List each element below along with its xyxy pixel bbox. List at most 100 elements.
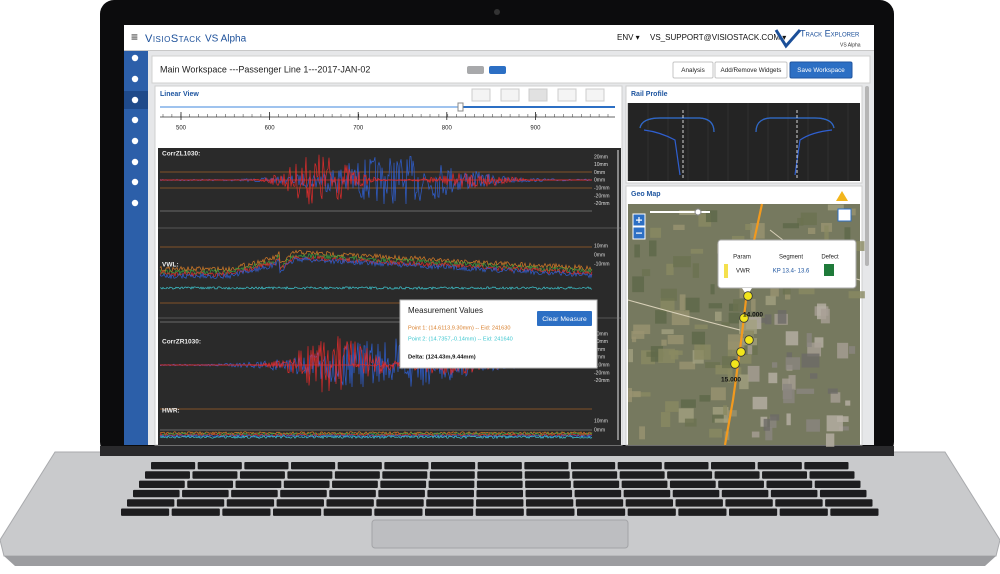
map-patch	[752, 396, 768, 410]
toolbar-button[interactable]	[714, 61, 788, 79]
keyboard-key	[572, 471, 618, 479]
sidebar-icon[interactable]	[131, 96, 139, 104]
map-patch	[826, 415, 843, 432]
map-patch	[661, 329, 674, 335]
map-patch	[806, 333, 812, 348]
scale-label: 10mm	[594, 243, 608, 249]
keyboard-key	[779, 508, 828, 516]
sidebar-icon[interactable]	[131, 137, 139, 145]
keyboard-key	[574, 489, 622, 498]
keyboard-key	[477, 471, 523, 479]
map-patch	[692, 263, 700, 278]
sidebar	[124, 51, 148, 445]
map-patch	[798, 285, 815, 295]
map-patch	[634, 244, 640, 258]
map-patch	[694, 344, 711, 360]
map-patch	[708, 303, 723, 309]
page-scrollbar	[865, 86, 869, 266]
keyboard-key	[276, 499, 324, 507]
keyboard-key	[429, 471, 475, 479]
view-tool[interactable]	[585, 88, 605, 102]
zoom-slider-fill	[160, 106, 460, 108]
keyboard-key	[176, 499, 225, 507]
keyboard-key	[382, 471, 428, 479]
map-marker[interactable]	[744, 335, 754, 345]
excel-icon[interactable]	[824, 264, 834, 276]
scale-label: -10mm	[594, 186, 610, 192]
sidebar-icon[interactable]	[131, 158, 139, 166]
env-menu[interactable]: ENV ▾	[617, 33, 640, 42]
keyboard-key	[804, 462, 849, 470]
keyboard-key	[151, 462, 196, 470]
clear-button[interactable]	[537, 311, 592, 326]
product-name: Track Explorer	[800, 28, 860, 38]
clear-button-label: Clear Measure	[542, 316, 587, 323]
toolbar-button-label: Analysis	[681, 67, 704, 74]
map-patch	[710, 284, 715, 295]
map-patch	[628, 387, 633, 403]
top-bar	[124, 25, 874, 50]
map-zoom-thumb[interactable]	[694, 208, 702, 216]
edition: VS Alpha	[205, 34, 247, 45]
map-patch	[844, 227, 851, 241]
map-patch	[715, 365, 732, 375]
keyboard-key	[187, 480, 234, 488]
view-tool[interactable]	[500, 88, 520, 102]
map-patch	[848, 291, 865, 299]
toggle-off[interactable]	[467, 66, 484, 74]
view-tool[interactable]	[471, 88, 491, 102]
scale-label: 10mm	[594, 162, 608, 168]
toolbar-button[interactable]	[789, 61, 853, 79]
map-patch	[814, 337, 824, 348]
keyboard-key	[334, 471, 380, 479]
map-marker[interactable]	[736, 347, 746, 357]
map-patch	[830, 392, 841, 403]
keyboard-key	[171, 508, 220, 516]
map-patch	[800, 212, 817, 226]
signal-trace	[159, 434, 593, 440]
map-patch	[785, 331, 799, 346]
keyboard-key	[526, 508, 575, 516]
keyboard-key	[830, 508, 879, 516]
toggle-on[interactable]	[489, 66, 506, 74]
keyboard-key	[525, 480, 571, 488]
scale-label: -20mm	[594, 370, 610, 376]
sidebar-icon[interactable]	[131, 116, 139, 124]
keyboard-key	[770, 489, 818, 498]
map-marker[interactable]	[739, 313, 749, 323]
zoom-slider-thumb[interactable]	[457, 102, 464, 112]
map-patch	[747, 365, 760, 382]
signal-trace	[160, 172, 592, 188]
point-2: Point 2: (14.7357,-0.14mm) -- Eid: 24164…	[408, 336, 513, 342]
map-marker[interactable]	[730, 359, 740, 369]
keyboard-key	[425, 508, 474, 516]
sidebar-icon[interactable]	[131, 54, 139, 62]
scale-label: -20mm	[594, 378, 610, 384]
keyboard-key	[757, 462, 802, 470]
keyboard-key	[287, 471, 333, 479]
map-fullscreen[interactable]	[837, 208, 852, 222]
map-marker[interactable]	[743, 291, 753, 301]
map-patch	[788, 375, 796, 390]
bezel-bottom	[100, 446, 894, 456]
table-cell[interactable]: KP 13.4- 13.6	[773, 269, 810, 275]
signal-trace	[159, 249, 593, 273]
map-patch	[764, 314, 772, 325]
view-tool[interactable]	[528, 88, 548, 102]
keyboard-key	[627, 508, 676, 516]
map-patch	[825, 433, 835, 447]
map-patch	[660, 298, 675, 312]
toolbar-button[interactable]	[672, 61, 714, 79]
user-menu[interactable]: VS_SUPPORT@VISIOSTACK.COM ▾	[650, 33, 786, 42]
keyboard-key	[197, 462, 242, 470]
sidebar-icon[interactable]	[131, 178, 139, 186]
keyboard-key	[617, 462, 662, 470]
sidebar-icon[interactable]	[131, 75, 139, 83]
map-patch	[684, 418, 697, 427]
signal-trace	[159, 253, 593, 276]
view-tool[interactable]	[557, 88, 577, 102]
sidebar-icon[interactable]	[131, 199, 139, 207]
keyboard-key	[819, 489, 867, 498]
map-patch	[714, 311, 722, 321]
keyboard-key	[426, 499, 474, 507]
